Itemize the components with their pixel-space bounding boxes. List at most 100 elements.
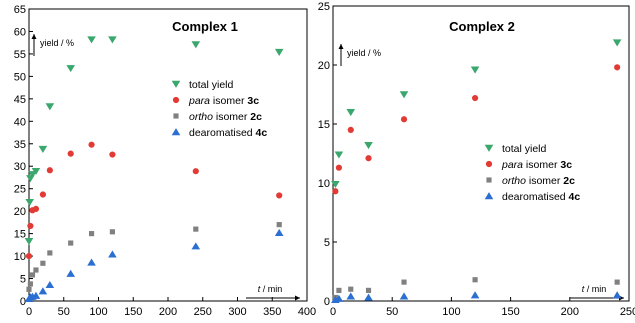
data-point-ortho: [614, 279, 620, 285]
x-tick-label: 50: [386, 306, 398, 318]
data-point-ortho: [88, 231, 95, 237]
plot-frame: [332, 5, 630, 302]
chart-title: Complex 2: [449, 19, 515, 34]
data-point-total: [45, 103, 55, 111]
legend-marker-para: [172, 96, 180, 104]
y-tick-label: 65: [14, 4, 26, 16]
data-point-para: [335, 164, 343, 171]
y-tick-label: 25: [14, 184, 26, 196]
data-point-para: [471, 94, 479, 102]
data-point-total: [28, 171, 37, 179]
data-point-ortho: [472, 277, 478, 283]
data-point-para: [32, 205, 40, 213]
x-axis-arrow: [246, 295, 300, 301]
series-total: [331, 39, 622, 189]
y-tick-label: 40: [14, 116, 26, 128]
legend-entry-total: total yield: [171, 79, 234, 91]
data-point-para: [400, 116, 408, 123]
data-point-total: [331, 180, 340, 189]
data-point-para: [25, 252, 33, 260]
y-tick-label: 5: [324, 237, 330, 249]
x-tick-label: 200: [159, 306, 177, 318]
data-point-dearom: [346, 292, 356, 300]
data-point-total: [334, 151, 344, 159]
legend-entry-para: para isomer 3c: [485, 159, 572, 171]
y-tick-label: 20: [318, 60, 330, 72]
legend-entry-ortho: ortho isomer 2c: [486, 175, 575, 187]
data-point-dearom: [470, 291, 480, 299]
legend-label: para isomer 3c: [501, 159, 572, 171]
data-point-ortho: [365, 287, 372, 293]
x-axis-label: t / min: [582, 284, 607, 294]
data-point-dearom: [108, 250, 117, 258]
data-point-para: [27, 222, 34, 230]
data-point-ortho: [68, 240, 74, 246]
data-point-total: [66, 65, 75, 73]
x-tick-label: 200: [561, 306, 579, 318]
legend-label: ortho isomer 2c: [502, 175, 575, 187]
legend-entry-dearom: dearomatised 4c: [484, 191, 580, 203]
y-tick-label: 60: [14, 26, 26, 38]
x-tick-label: 400: [298, 306, 316, 318]
y-tick-label: 50: [14, 71, 26, 83]
y-tick-label: 10: [14, 251, 26, 263]
data-point-dearom: [612, 291, 622, 299]
x-tick-label: 350: [263, 306, 281, 318]
x-tick-label: 250: [194, 306, 212, 318]
x-tick-label: 300: [228, 306, 246, 318]
y-tick-label: 55: [14, 49, 26, 61]
data-point-ortho: [29, 272, 36, 278]
legend: total yield para isomer 3c ortho isomer 2c…: [170, 74, 300, 142]
legend-label: total yield: [502, 143, 547, 155]
data-point-para: [109, 151, 116, 158]
legend-marker-ortho: [486, 177, 492, 183]
series-para: [332, 64, 621, 195]
data-point-ortho: [336, 287, 342, 293]
data-point-dearom: [399, 292, 409, 300]
data-point-dearom: [191, 242, 201, 250]
legend-marker-dearom: [484, 192, 494, 200]
data-point-total: [364, 142, 373, 150]
legend-marker-total: [171, 80, 181, 88]
data-point-ortho: [47, 250, 53, 256]
y-tick-label: 45: [14, 94, 26, 106]
data-point-total: [24, 238, 34, 246]
data-point-dearom: [66, 269, 75, 277]
data-point-total: [470, 66, 480, 74]
x-tick-label: 50: [58, 306, 70, 318]
legend-label: dearomatised 4c: [189, 127, 267, 139]
data-point-para: [46, 167, 53, 174]
x-tick-label: 100: [442, 306, 460, 318]
series-para: [25, 141, 283, 260]
data-point-total: [274, 48, 284, 56]
legend-marker-ortho: [173, 113, 179, 119]
data-point-total: [191, 41, 201, 49]
data-point-dearom: [274, 228, 284, 236]
data-point-para: [365, 155, 372, 162]
y-axis-label: yield / %: [347, 48, 381, 58]
data-point-para: [614, 64, 621, 71]
x-tick-label: 100: [89, 306, 107, 318]
series-ortho: [26, 222, 282, 292]
data-point-para: [88, 141, 95, 148]
data-point-para: [347, 126, 354, 133]
legend-marker-para: [485, 160, 493, 168]
data-point-total: [87, 36, 96, 44]
data-point-dearom: [364, 293, 373, 301]
y-tick-label: 5: [20, 274, 26, 286]
x-tick-label: 0: [26, 306, 32, 318]
legend-entry-ortho: ortho isomer 2c: [173, 111, 262, 123]
data-point-total: [31, 167, 41, 176]
legend-entry-total: total yield: [484, 143, 547, 155]
legend-entry-dearom: dearomatised 4c: [171, 127, 267, 139]
legend-marker-dearom: [171, 128, 181, 136]
y-axis-arrow: [31, 34, 37, 56]
data-point-para: [67, 150, 74, 157]
x-tick-label: 250: [620, 306, 635, 318]
legend-label: total yield: [189, 79, 234, 91]
data-point-dearom: [38, 287, 48, 295]
y-tick-label: 20: [14, 206, 26, 218]
data-point-ortho: [33, 267, 39, 273]
series-total: [24, 36, 284, 246]
data-point-para: [332, 188, 339, 195]
